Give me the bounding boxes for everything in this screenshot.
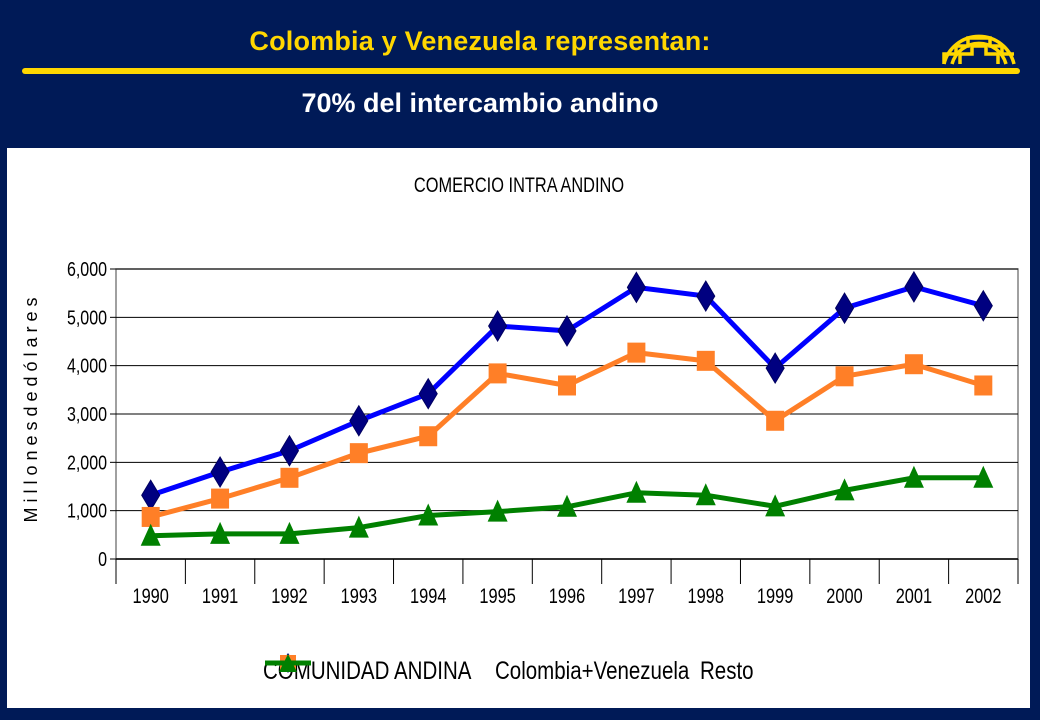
x-tick-label: 1991 (202, 584, 238, 607)
legend-item-colombia-venezuela: Colombia+Venezuela (265, 655, 732, 686)
data-point-comunidad-andina (488, 310, 508, 343)
data-point-colombia-venezuela (141, 506, 160, 527)
legend-swatch-resto (265, 654, 311, 672)
data-point-colombia-venezuela (211, 488, 230, 509)
y-tick-label: 0 (98, 548, 107, 570)
data-point-colombia-venezuela (488, 363, 507, 384)
data-point-resto (487, 499, 508, 522)
data-point-colombia-venezuela (627, 342, 646, 363)
x-tick-label: 1997 (618, 584, 654, 607)
data-point-resto (973, 465, 994, 488)
data-point-colombia-venezuela (835, 366, 854, 387)
data-point-resto (348, 515, 369, 538)
y-tick-label: 4,000 (67, 355, 107, 377)
x-tick-label: 1996 (549, 584, 585, 607)
comunidad-andina-logo-icon (938, 10, 1020, 66)
x-tick-label: 1999 (757, 584, 793, 607)
x-tick-label: 1995 (479, 584, 515, 607)
chart-panel: COMERCIO INTRA ANDINO M i l l o n e s d … (7, 148, 1030, 708)
slide-subtitle: 70% del intercambio andino (301, 88, 659, 118)
data-point-comunidad-andina (141, 479, 161, 512)
data-point-colombia-venezuela (696, 350, 715, 371)
data-point-colombia-venezuela (558, 375, 576, 396)
x-tick-label: 1994 (410, 584, 446, 607)
x-tick-label: 1993 (341, 584, 377, 607)
data-point-resto (140, 523, 161, 546)
data-point-comunidad-andina (279, 434, 300, 467)
x-tick-label: 1998 (688, 584, 724, 607)
data-point-resto (695, 483, 716, 506)
y-tick-label: 5,000 (67, 307, 107, 329)
legend-item-resto: Resto (265, 654, 765, 686)
x-tick-label: 1990 (132, 584, 168, 607)
title-underline (22, 68, 1020, 74)
x-tick-label: 2002 (965, 584, 1001, 607)
data-point-colombia-venezuela (904, 354, 923, 375)
x-tick-label: 2001 (896, 584, 932, 607)
data-point-resto (210, 521, 231, 544)
data-point-comunidad-andina (210, 456, 230, 488)
data-point-comunidad-andina (696, 280, 716, 313)
data-point-resto (626, 480, 647, 503)
data-point-resto (834, 478, 855, 501)
y-tick-label: 2,000 (67, 452, 107, 474)
data-point-comunidad-andina (973, 289, 993, 322)
data-point-colombia-venezuela (974, 375, 993, 396)
data-point-comunidad-andina (349, 404, 369, 437)
y-tick-label: 3,000 (67, 403, 107, 425)
data-point-comunidad-andina (765, 352, 785, 385)
x-tick-label: 1992 (271, 584, 307, 607)
legend-label-resto: Resto (700, 656, 754, 685)
data-point-resto (418, 503, 439, 526)
chart-legend: COMUNIDAD ANDINA Colombia+Venezuela Rest… (263, 651, 773, 691)
data-point-colombia-venezuela (349, 443, 368, 464)
data-point-comunidad-andina (904, 270, 924, 303)
chart-title: COMERCIO INTRA ANDINO (414, 173, 624, 196)
data-point-colombia-venezuela (766, 410, 785, 431)
data-point-comunidad-andina (834, 292, 855, 325)
data-point-comunidad-andina (418, 377, 438, 410)
y-tick-label: 1,000 (67, 500, 107, 522)
data-point-resto (279, 521, 300, 544)
x-tick-label: 2000 (826, 584, 862, 607)
data-point-resto (557, 494, 577, 517)
line-chart: COMERCIO INTRA ANDINO M i l l o n e s d … (21, 173, 1019, 607)
legend-label-colombia-venezuela: Colombia+Venezuela (495, 656, 690, 685)
data-point-colombia-venezuela (419, 426, 438, 447)
y-tick-label: 6,000 (67, 258, 107, 280)
y-axis-label: M i l l o n e s d e d ó l a r e s (21, 297, 41, 522)
data-point-comunidad-andina (626, 271, 646, 304)
slide-title: Colombia y Venezuela representan: (249, 26, 711, 56)
data-point-resto (765, 494, 786, 517)
data-point-resto (903, 465, 924, 488)
data-point-colombia-venezuela (280, 467, 299, 488)
data-point-comunidad-andina (557, 314, 577, 347)
